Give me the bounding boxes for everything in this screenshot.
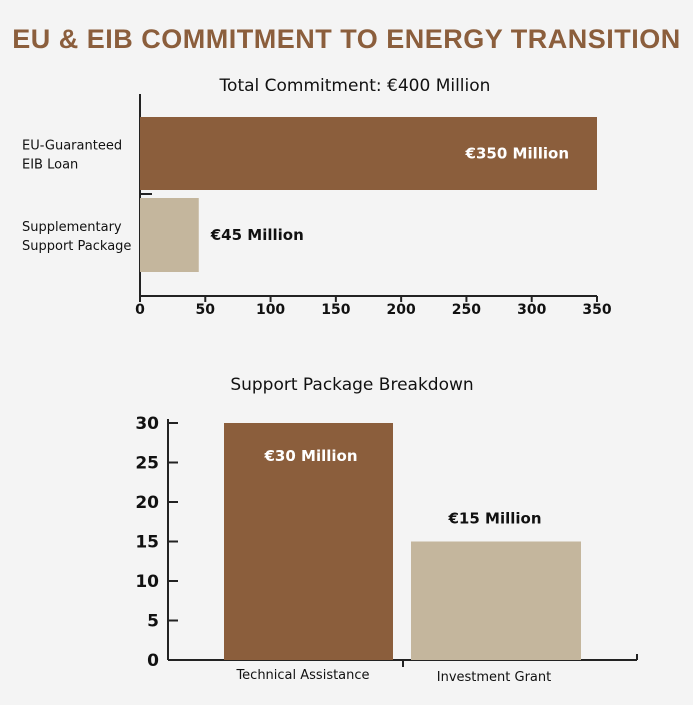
chart1-x-tick-label-100: 100 (256, 302, 285, 318)
chart2-y-tick-label-20: 20 (135, 493, 159, 513)
chart1-x-tick-label-350: 350 (582, 302, 611, 318)
chart2-y-tick-label-25: 25 (135, 454, 159, 474)
chart1-x-tick-label-0: 0 (135, 302, 145, 318)
total-commitment-chart: Total Commitment: €400 Million 0 50 100 150… (22, 76, 612, 318)
chart2-category-label-1: Investment Grant (437, 670, 552, 685)
chart1-x-tick-label-300: 300 (517, 302, 546, 318)
chart2-y-tick-label-15: 15 (135, 533, 159, 553)
chart1-x-tick-label-150: 150 (321, 302, 350, 318)
chart1-bar-1 (140, 198, 199, 272)
support-package-chart: Support Package Breakdown 0 5 10 15 20 25 30 €3… (135, 375, 638, 685)
chart1-bar-0 (140, 117, 597, 190)
chart1-x-tick-label-200: 200 (387, 302, 416, 318)
chart2-y-tick-label-0: 0 (147, 651, 159, 671)
chart1-x-tick-label-50: 50 (196, 302, 216, 318)
chart1-data-label-1: €45 Million (210, 226, 304, 244)
chart2-data-label-1: €15 Million (447, 510, 541, 528)
chart2-bar-1 (411, 541, 581, 660)
chart2-category-label-0: Technical Assistance (235, 668, 369, 683)
chart1-data-label-0: €350 Million (465, 145, 569, 163)
chart1-title: Total Commitment: €400 Million (219, 76, 491, 96)
chart1-x-tick-label-250: 250 (452, 302, 481, 318)
chart2-data-label-0: €30 Million (263, 447, 357, 465)
chart2-bar-0 (224, 423, 393, 660)
main-title: EU & EIB COMMITMENT TO ENERGY TRANSITION (12, 24, 681, 54)
chart1-category-label-0: EU-Guaranteed EIB Loan (22, 139, 122, 173)
chart2-y-tick-label-10: 10 (135, 572, 159, 592)
chart2-title: Support Package Breakdown (230, 375, 473, 395)
chart2-y-tick-label-30: 30 (135, 414, 159, 434)
chart1-category-label-1: Supplementary Support Package (22, 220, 131, 254)
chart2-y-tick-label-5: 5 (147, 612, 159, 632)
